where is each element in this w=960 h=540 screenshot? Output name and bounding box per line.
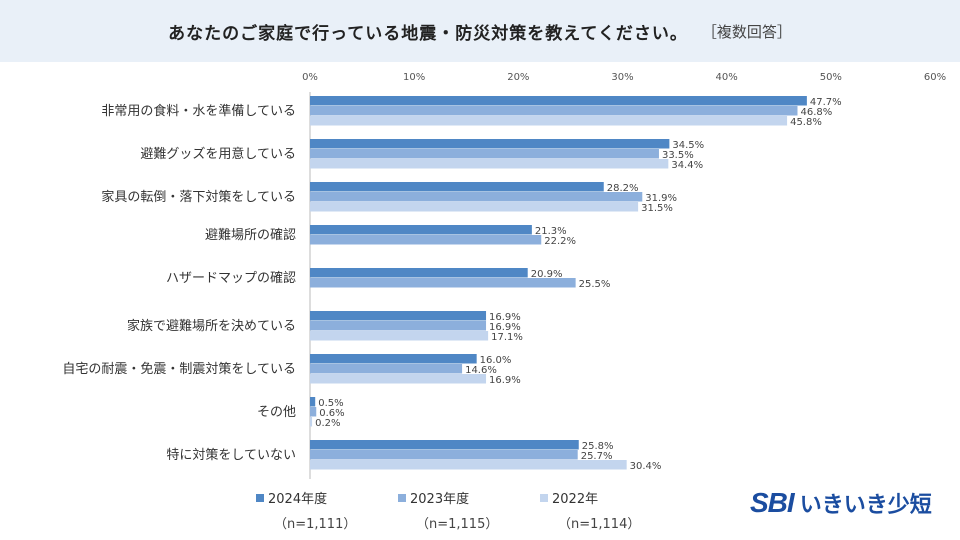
legend-item-2022: 2022年 （n=1,114） <box>540 488 640 532</box>
data-label: 16.0% <box>480 355 512 366</box>
logo-brand: SBI <box>750 487 795 518</box>
bar-2023年度 <box>310 235 542 245</box>
category-label: 家具の転倒・落下対策をしている <box>101 189 296 205</box>
data-label: 21.3% <box>535 226 567 237</box>
legend-swatch-2024 <box>256 493 264 502</box>
data-label: 14.6% <box>465 365 497 376</box>
data-label: 45.8% <box>790 117 822 128</box>
bar-2024年度 <box>310 139 670 149</box>
bar-2023年度 <box>310 450 578 460</box>
bar-2024年度 <box>310 354 477 364</box>
bar-2022年 <box>310 331 489 341</box>
x-tick-label: 60% <box>924 72 946 83</box>
x-tick-label: 20% <box>507 72 529 83</box>
data-label: 16.9% <box>489 322 521 333</box>
bar-2023年度 <box>310 278 576 288</box>
category-label: 避難場所の確認 <box>205 227 296 243</box>
x-tick-label: 10% <box>403 72 425 83</box>
bar-2022年 <box>310 417 313 427</box>
legend-label-2023: 2023年度 <box>410 492 470 507</box>
bar-2022年 <box>310 374 487 384</box>
bar-2024年度 <box>310 311 487 321</box>
data-label: 16.9% <box>489 375 521 386</box>
data-label: 25.5% <box>579 279 611 290</box>
legend-item-2023: 2023年度 （n=1,115） <box>398 488 498 532</box>
x-tick-label: 40% <box>716 72 738 83</box>
data-label: 0.6% <box>319 408 344 419</box>
data-label: 47.7% <box>810 97 842 108</box>
legend-swatch-2023 <box>398 493 406 502</box>
category-label: 避難グッズを用意している <box>140 146 296 162</box>
bar-2022年 <box>310 116 788 126</box>
legend-n-2024: （n=1,111） <box>274 517 357 532</box>
category-label: ハザードマップの確認 <box>166 270 296 286</box>
data-label: 0.2% <box>315 418 340 429</box>
category-label: 家族で避難場所を決めている <box>127 318 296 334</box>
data-label: 46.8% <box>801 107 833 118</box>
chart-header: あなたのご家庭で行っている地震・防災対策を教えてください。 ［複数回答］ <box>0 0 960 62</box>
bar-2024年度 <box>310 225 532 235</box>
company-logo: SBI いきいき少短 <box>750 483 932 523</box>
data-label: 22.2% <box>544 236 576 247</box>
bar-2022年 <box>310 202 639 212</box>
bar-2024年度 <box>310 96 807 106</box>
bar-2022年 <box>310 460 627 470</box>
x-tick-label: 30% <box>611 72 633 83</box>
data-label: 28.2% <box>607 183 639 194</box>
legend-n-2022: （n=1,114） <box>558 517 641 532</box>
bar-chart: 0% 10% 20% 30% 40% 50% 60% 非常用の食料・水を準備している 47.7%… <box>62 72 946 479</box>
legend-swatch-2022 <box>540 493 548 502</box>
bar-2023年度 <box>310 106 798 116</box>
category-label: その他 <box>257 405 296 420</box>
bar-2023年度 <box>310 192 643 202</box>
bar-2024年度 <box>310 182 604 192</box>
data-label: 17.1% <box>491 332 523 343</box>
bar-2024年度 <box>310 397 316 407</box>
category-label: 自宅の耐震・免震・制震対策をしている <box>62 361 296 377</box>
data-label: 34.4% <box>671 160 703 171</box>
legend-label-2022: 2022年 <box>552 492 599 507</box>
legend-item-2024: 2024年度 （n=1,111） <box>256 488 356 532</box>
bar-2022年 <box>310 159 669 169</box>
legend-label-2024: 2024年度 <box>268 492 328 507</box>
data-label: 31.9% <box>645 193 677 204</box>
x-tick-label: 50% <box>820 72 842 83</box>
category-label: 特に対策をしていない <box>166 447 296 463</box>
data-label: 25.8% <box>582 441 614 452</box>
data-label: 20.9% <box>531 269 563 280</box>
chart-title: あなたのご家庭で行っている地震・防災対策を教えてください。 <box>168 23 688 44</box>
data-label: 30.4% <box>630 461 662 472</box>
logo-name: いきいき少短 <box>799 493 932 518</box>
bar-2023年度 <box>310 364 463 374</box>
data-label: 33.5% <box>662 150 694 161</box>
bar-2024年度 <box>310 268 528 278</box>
data-label: 25.7% <box>581 451 613 462</box>
legend-n-2023: （n=1,115） <box>416 517 499 532</box>
multiple-answer-note: ［複数回答］ <box>701 22 792 41</box>
data-label: 34.5% <box>672 140 704 151</box>
data-label: 16.9% <box>489 312 521 323</box>
bar-2023年度 <box>310 149 659 159</box>
bar-2023年度 <box>310 321 487 331</box>
category-label: 非常用の食料・水を準備している <box>101 103 296 119</box>
data-label: 0.5% <box>318 398 343 409</box>
bar-2024年度 <box>310 440 579 450</box>
bar-2023年度 <box>310 407 317 417</box>
data-label: 31.5% <box>641 203 673 214</box>
x-tick-label: 0% <box>302 72 318 83</box>
